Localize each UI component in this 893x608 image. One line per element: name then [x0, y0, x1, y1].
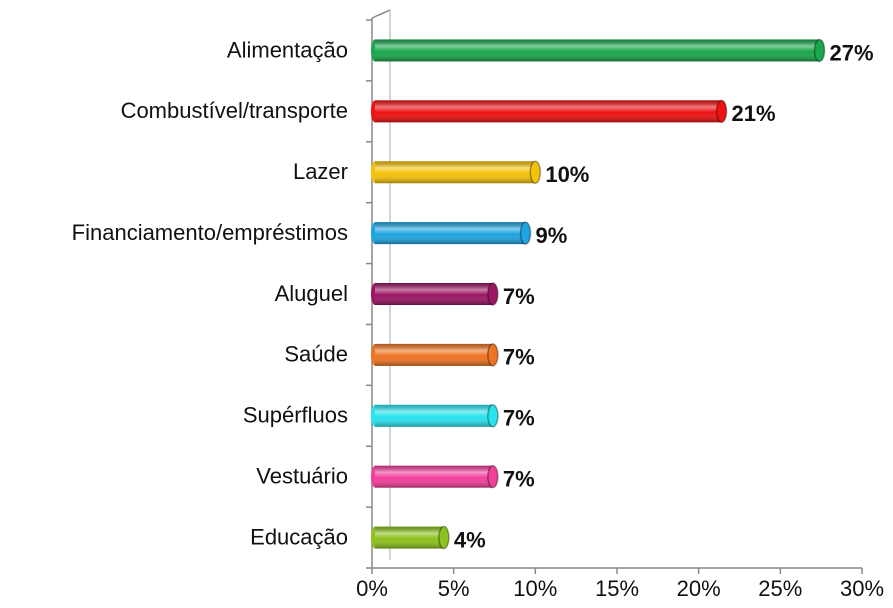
x-tick-label: 25%: [758, 576, 802, 601]
axis-depth: [371, 9, 391, 19]
bar-shine: [375, 343, 493, 366]
value-label: 7%: [503, 345, 535, 370]
category-label: Saúde: [284, 342, 348, 367]
x-tick-label: 20%: [677, 576, 721, 601]
value-label: 10%: [545, 162, 589, 187]
bar-shine: [375, 465, 493, 488]
x-tick-label: 30%: [840, 576, 884, 601]
category-label: Combustível/transporte: [121, 98, 348, 123]
bar-end-cap: [715, 99, 728, 124]
x-tick-label: 5%: [438, 576, 470, 601]
value-label: 21%: [732, 101, 776, 126]
bar-end-cap: [529, 160, 542, 184]
bar-shine: [375, 39, 820, 62]
value-label: 7%: [503, 466, 535, 491]
bar-shine: [375, 526, 444, 549]
value-label: 27%: [830, 40, 874, 65]
x-tick-label: 0%: [356, 576, 388, 601]
bar-shine: [375, 283, 493, 305]
category-label: Aluguel: [275, 281, 348, 306]
bar-shine: [375, 404, 493, 427]
value-label: 9%: [536, 223, 568, 248]
category-label: Educação: [250, 524, 348, 549]
bar-shine: [375, 100, 722, 123]
category-label: Vestuário: [256, 463, 348, 488]
bar-end-cap: [813, 38, 826, 63]
bar-shine: [375, 222, 526, 245]
value-label: 7%: [503, 284, 535, 309]
bar-end-cap: [487, 404, 499, 428]
x-tick-label: 10%: [513, 576, 557, 601]
bar-end-cap: [487, 282, 499, 306]
category-label: Alimentação: [227, 37, 348, 62]
value-label: 4%: [454, 527, 486, 552]
bar-shine: [375, 161, 536, 184]
bar-end-cap: [487, 464, 499, 489]
bar-end-cap: [438, 525, 450, 550]
category-label: Financiamento/empréstimos: [72, 220, 348, 245]
category-label: Lazer: [293, 159, 348, 184]
bar-end-cap: [519, 221, 532, 245]
value-label: 7%: [503, 406, 535, 431]
x-tick-label: 15%: [595, 576, 639, 601]
category-label: Supérfluos: [243, 403, 348, 428]
bar-end-cap: [487, 343, 499, 367]
